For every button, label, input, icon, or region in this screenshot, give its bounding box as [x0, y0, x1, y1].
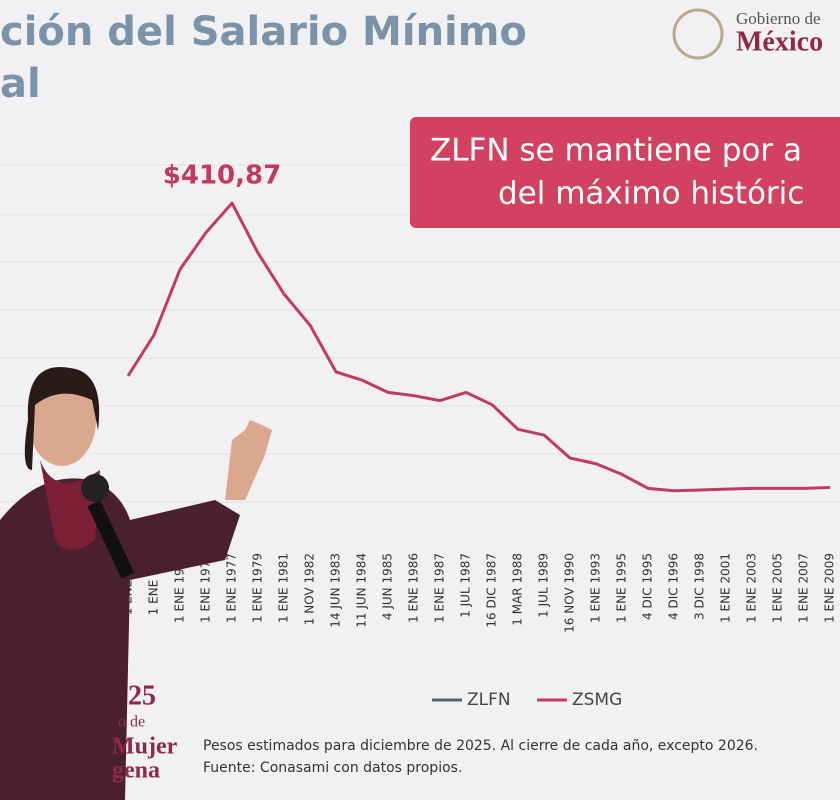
- legend-label: ZLFN: [467, 690, 511, 710]
- footnote: Pesos estimados para diciembre de 2025. …: [203, 738, 758, 754]
- x-tick-label: 1 ENE 1976: [199, 553, 213, 623]
- x-tick-label: 16 NOV 1990: [563, 553, 577, 633]
- data-label: $410,87: [163, 161, 281, 191]
- title: ción del Salario Mínimo: [0, 9, 527, 55]
- x-tick-label: 11 JUN 1984: [355, 553, 369, 628]
- microphone: [87, 500, 135, 579]
- x-tick-label: 1 ENE 1993: [589, 553, 603, 623]
- x-tick-label: 1 ENE 2003: [745, 553, 759, 623]
- logo-text: México: [736, 26, 823, 57]
- x-tick-label: 4 DIC 1995: [641, 553, 655, 620]
- presenter: [0, 367, 272, 800]
- x-tick-label: 4 JUN 1985: [381, 553, 395, 620]
- logo-text: Gobierno de: [736, 9, 821, 28]
- x-tick-label: 1 ENE 2009: [823, 553, 837, 623]
- callout-box: [410, 117, 840, 228]
- x-tick-label: 1 JUL 1987: [459, 553, 473, 618]
- logo-seal: [672, 8, 724, 60]
- line: [126, 201, 831, 493]
- x-tick-label: 4 DIC 1996: [667, 553, 681, 620]
- x-tick-label: 1 JUL 1989: [537, 553, 551, 618]
- legend-label: ZSMG: [572, 690, 622, 710]
- x-tick-label: 1 ENE 2007: [797, 553, 811, 623]
- x-tick-label: 1 ENE 2001: [719, 553, 733, 623]
- x-tick-label: 16 DIC 1987: [485, 553, 499, 628]
- x-tick-label: 1 ENE 1987: [433, 553, 447, 623]
- footnote: Fuente: Conasami con datos propios.: [203, 760, 462, 776]
- corner-text: 25: [128, 680, 156, 711]
- callout-text: ZLFN se mantiene por a: [430, 133, 802, 169]
- x-tick-label: 1 MAR 1988: [511, 553, 525, 626]
- x-tick-label: 1 ENE 2005: [771, 553, 785, 623]
- corner-text: o de: [118, 714, 145, 731]
- hand: [225, 420, 272, 500]
- x-tick-label: 14 JUN 1983: [329, 553, 343, 628]
- x-tick-label: 1 NOV 1982: [303, 553, 317, 625]
- hair: [24, 367, 100, 470]
- x-tick-label: 3 DIC 1998: [693, 553, 707, 620]
- corner-text: gena: [112, 758, 160, 784]
- x-tick-label: 1 ENE 1986: [407, 553, 421, 623]
- x-tick-label: 1 ENE 1974: [173, 553, 187, 623]
- corner-text: Mujer: [112, 734, 178, 760]
- x-tick-label: 1 ENE 1981: [277, 553, 291, 623]
- x-tick-label: 1 ENE 1977: [225, 553, 239, 623]
- microphone-head: [81, 474, 109, 502]
- callout-text: del máximo históric: [498, 176, 804, 212]
- x-tick-label: 1 ENE 1995: [615, 553, 629, 623]
- body: [0, 478, 240, 800]
- x-tick-label: 1 ENE 1979: [251, 553, 265, 623]
- title: al: [0, 61, 41, 107]
